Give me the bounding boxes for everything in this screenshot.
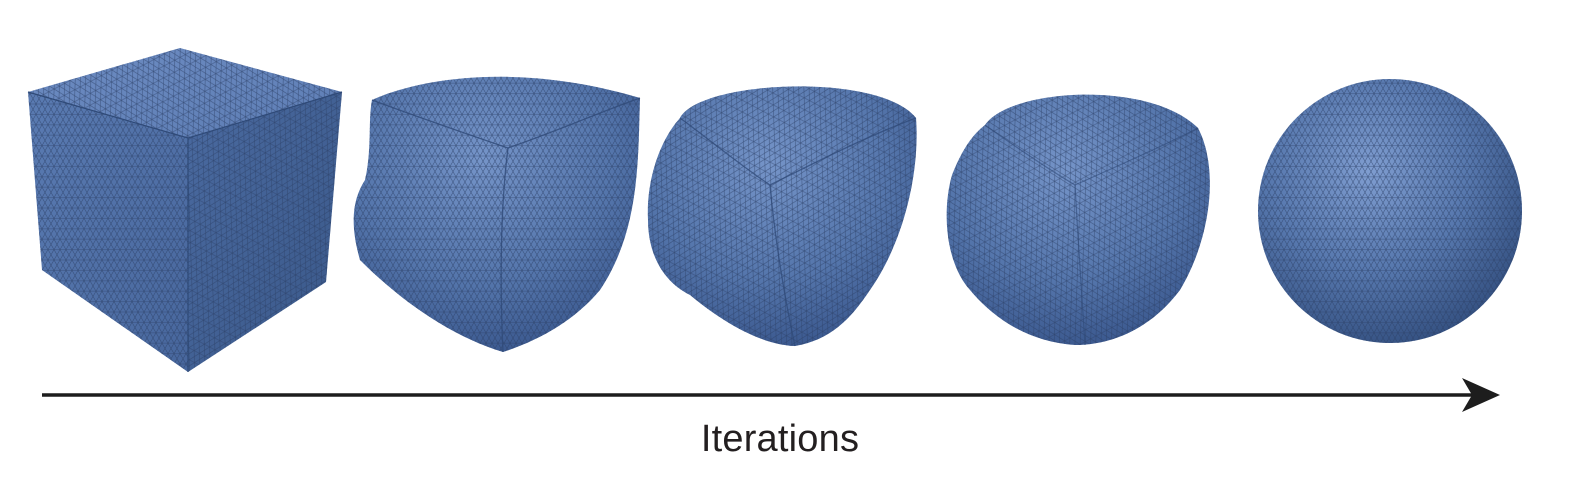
sphere-stage bbox=[1258, 79, 1522, 343]
deformed-stage-2 bbox=[647, 86, 917, 347]
deformed-stage-1 bbox=[353, 76, 641, 353]
deformed-stage-3 bbox=[946, 94, 1210, 346]
cube-stage bbox=[27, 48, 343, 372]
arrowhead-icon bbox=[1462, 378, 1500, 412]
iterations-label: Iterations bbox=[700, 418, 860, 460]
